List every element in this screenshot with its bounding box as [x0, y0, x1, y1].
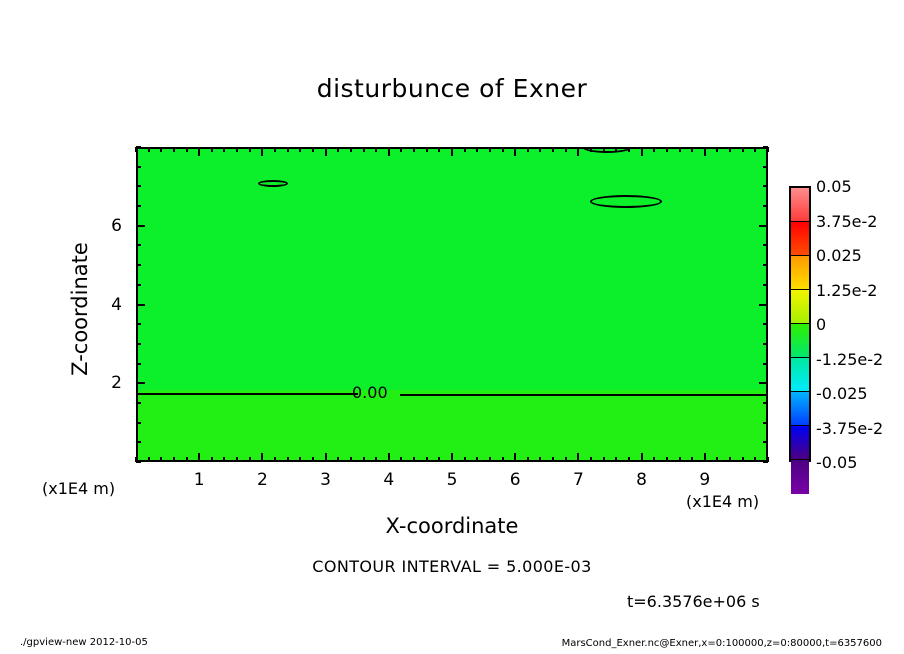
footer-command: ./gpview-new 2012-10-05	[20, 637, 148, 648]
colorbar-tick-label: 3.75e-2	[816, 211, 878, 231]
x-tick-label: 5	[446, 470, 458, 490]
time-annotation: t=6.3576e+06 s	[627, 592, 760, 611]
colorbar-band	[791, 290, 809, 324]
colorbar-band	[791, 324, 809, 358]
y-tick-label: 4	[111, 294, 122, 315]
y-tick-label: 2	[111, 373, 122, 394]
footer-dataset-info: MarsCond_Exner.nc@Exner,x=0:100000,z=0:8…	[561, 638, 882, 649]
x-tick-label: 7	[572, 470, 584, 490]
colorbar-tick-label: 0.025	[816, 246, 862, 265]
colorbar-tick-label: -1.25e-2	[816, 349, 884, 369]
colorbar-band	[791, 256, 809, 290]
colorbar-tick-label: -0.025	[816, 384, 868, 403]
colorbar-tick-label: 1.25e-2	[816, 280, 878, 300]
contour-line-zero-left	[138, 393, 358, 395]
colorbar-band	[791, 426, 809, 460]
colorbar-band	[791, 392, 809, 426]
x-tick-label: 2	[256, 470, 268, 490]
x-tick-label: 3	[320, 470, 331, 490]
contour-interval-text: CONTOUR INTERVAL = 5.000E-03	[312, 557, 592, 576]
colorbar-band	[791, 460, 809, 494]
contour-closed-ellipse-b	[590, 195, 662, 208]
x-tick-label: 1	[193, 470, 205, 490]
x-tick-label: 9	[699, 470, 711, 490]
x-axis-title: X-coordinate	[385, 514, 519, 538]
contour-plot-area[interactable]: 0.00	[136, 147, 768, 462]
colorbar-tick-label: 0.05	[816, 177, 852, 196]
colorbar-band	[791, 188, 809, 222]
colorbar-band	[791, 358, 809, 392]
x-units-right: (x1E4 m)	[686, 492, 760, 511]
colorbar-band	[791, 222, 809, 256]
x-tick-label: 6	[509, 470, 521, 490]
field-region-upper	[138, 149, 766, 391]
x-tick-label: 8	[636, 470, 647, 490]
colorbar-tick-label: 0	[816, 315, 827, 334]
colorbar-tick-label: -3.75e-2	[816, 418, 884, 438]
contour-closed-ellipse-a	[258, 180, 288, 187]
field-region-lower	[138, 390, 766, 460]
x-tick-label: 4	[383, 470, 395, 490]
colorbar[interactable]	[789, 186, 811, 494]
y-tick-label: 6	[111, 215, 122, 236]
colorbar-tick-label: -0.05	[816, 453, 858, 472]
x-units-left: (x1E4 m)	[42, 479, 116, 498]
page-title: disturbunce of Exner	[316, 74, 588, 103]
contour-line-zero-right	[400, 394, 766, 396]
contour-label-zero: 0.00	[352, 383, 388, 402]
